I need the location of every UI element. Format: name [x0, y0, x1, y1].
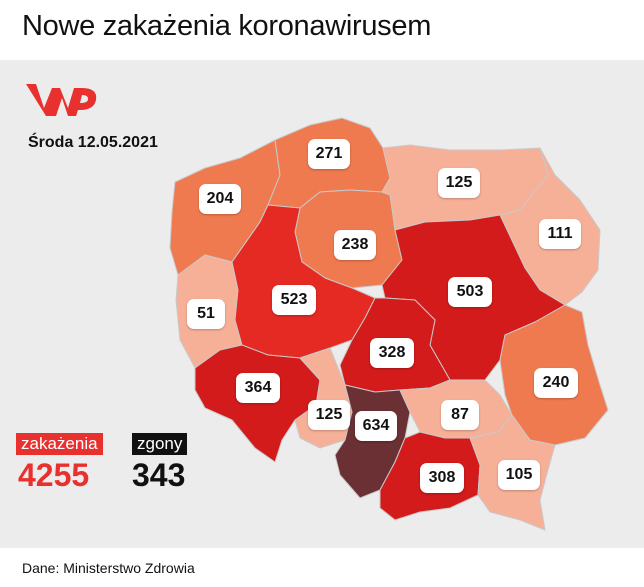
region-value-slaskie: 634	[355, 411, 397, 441]
date-label: Środa 12.05.2021	[28, 134, 158, 151]
region-value-pomorskie: 271	[308, 139, 350, 169]
region-value-mazowieckie: 503	[448, 277, 492, 307]
wp-logo	[22, 78, 100, 127]
region-value-dolnoslaskie: 364	[236, 373, 280, 403]
region-value-lodzkie: 328	[370, 338, 414, 368]
region-value-swietokrzyskie: 87	[441, 400, 479, 430]
region-value-lubelskie: 240	[534, 368, 578, 398]
region-value-malopolskie: 308	[420, 463, 464, 493]
region-dolnoslaskie[interactable]	[194, 344, 321, 463]
region-value-lubuskie: 51	[187, 299, 225, 329]
region-value-wielkopolskie: 523	[272, 285, 316, 315]
region-value-opolskie: 125	[308, 400, 350, 430]
region-value-podkarpackie: 105	[498, 460, 540, 490]
source-note: Dane: Ministerstwo Zdrowia	[22, 560, 195, 576]
region-value-zachodniopomorskie: 204	[199, 184, 241, 214]
region-value-warminsko-mazurskie: 125	[438, 168, 480, 198]
region-value-podlaskie: 111	[539, 219, 581, 249]
region-value-kujawsko-pomorskie: 238	[334, 230, 376, 260]
infections-value: 4255	[18, 457, 90, 493]
wp-logo-icon	[26, 84, 97, 116]
deaths-label: zgony	[132, 433, 188, 455]
page-title: Nowe zakażenia koronawirusem	[22, 10, 432, 42]
deaths-value: 343	[132, 457, 186, 493]
infections-label: zakażenia	[16, 433, 103, 455]
